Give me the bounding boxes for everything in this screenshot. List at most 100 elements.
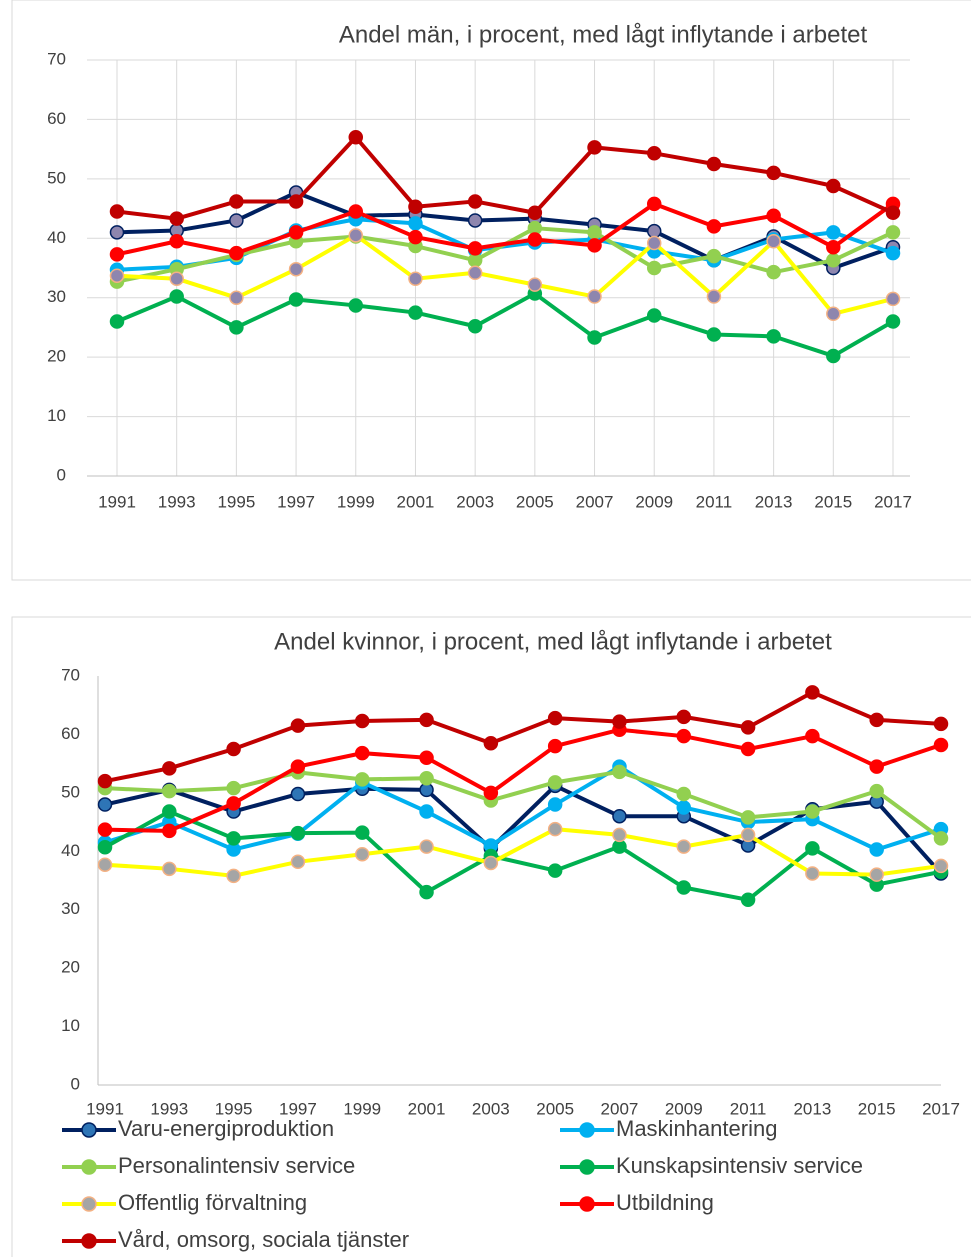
point (547, 797, 563, 812)
point (467, 265, 483, 281)
y-tick-label: 50 (61, 782, 80, 801)
series-line (104, 764, 942, 852)
point (348, 228, 364, 243)
series-line (116, 201, 895, 257)
point (419, 712, 434, 728)
y-tick-label: 60 (61, 724, 80, 743)
point (933, 737, 949, 753)
point (706, 248, 722, 264)
point (706, 156, 722, 172)
series-line (104, 769, 943, 841)
point (109, 268, 125, 283)
legend-marker (81, 1196, 97, 1212)
point (288, 225, 304, 240)
point (805, 841, 820, 856)
chart-frame (11, 616, 971, 1257)
x-tick-label: 2001 (408, 1099, 446, 1118)
point (885, 205, 901, 220)
point (612, 714, 627, 729)
point (676, 786, 692, 802)
series-line (116, 190, 894, 270)
x-tick-label: 2005 (516, 492, 554, 511)
point (706, 219, 722, 234)
point (169, 234, 184, 249)
point (354, 745, 370, 761)
point (826, 306, 841, 322)
point (676, 880, 692, 895)
point (408, 216, 423, 231)
y-tick-label: 60 (47, 109, 66, 128)
point (646, 223, 662, 239)
point (676, 728, 692, 744)
legend-marker (579, 1159, 595, 1175)
point (646, 196, 662, 212)
x-tick-label: 2001 (397, 492, 435, 511)
point (547, 863, 563, 878)
point (97, 797, 113, 812)
series-line (116, 291, 895, 358)
point (348, 298, 364, 313)
point (527, 232, 543, 247)
point (547, 775, 563, 790)
point (162, 783, 177, 799)
chart-frame (11, 0, 971, 581)
point (483, 785, 499, 801)
x-tick-label: 1995 (217, 492, 255, 511)
x-tick-label: 2011 (696, 492, 733, 511)
point (226, 741, 241, 757)
y-tick-label: 20 (61, 958, 80, 977)
point (109, 247, 125, 262)
point (354, 713, 370, 729)
point (408, 199, 423, 215)
point (97, 857, 113, 872)
point (646, 146, 662, 161)
x-tick-label: 2005 (536, 1099, 574, 1118)
point (467, 241, 483, 256)
point (348, 130, 364, 145)
point (288, 194, 304, 209)
point (869, 867, 884, 882)
point (740, 720, 756, 735)
legend-label: Kunskapsintensiv service (616, 1153, 863, 1178)
legend-label: Offentlig förvaltning (118, 1190, 307, 1215)
point (869, 712, 884, 728)
y-tick-label: 30 (47, 287, 66, 306)
point (612, 808, 627, 824)
point (229, 245, 244, 261)
point (766, 208, 781, 223)
legend-marker (579, 1196, 595, 1212)
x-tick-label: 1999 (343, 1099, 381, 1118)
x-tick-label: 1997 (279, 1099, 317, 1118)
point (467, 213, 483, 228)
y-tick-label: 20 (47, 347, 66, 366)
y-tick-label: 10 (61, 1016, 80, 1035)
point (419, 771, 434, 786)
x-tick-label: 2013 (755, 492, 793, 511)
x-tick-label: 2017 (874, 492, 912, 511)
series-line (116, 135, 894, 221)
point (290, 854, 306, 870)
point (805, 866, 820, 881)
x-tick-label: 1993 (150, 1099, 188, 1118)
point (419, 884, 434, 900)
point (169, 271, 184, 286)
point (547, 710, 563, 726)
point (587, 330, 602, 345)
point (805, 728, 820, 744)
y-tick-label: 30 (61, 899, 80, 918)
point (467, 318, 483, 334)
point (162, 761, 177, 776)
legend-label: Vård, omsorg, sociala tjänster (118, 1227, 409, 1252)
point (109, 314, 125, 329)
point (587, 238, 602, 253)
point (226, 831, 241, 846)
point (766, 165, 781, 181)
point (676, 800, 692, 815)
point (740, 892, 756, 908)
point (290, 718, 306, 733)
point (97, 822, 113, 837)
point (348, 204, 364, 219)
point (419, 804, 434, 819)
point (483, 855, 499, 871)
